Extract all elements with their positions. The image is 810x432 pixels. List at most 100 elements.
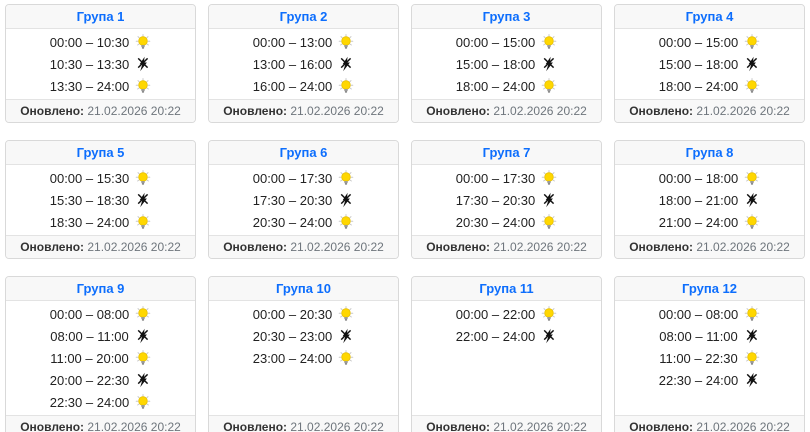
time-range: 18:00 – 24:00 (658, 78, 739, 94)
updated-footer: Оновлено: 21.02.2026 20:22 (209, 415, 398, 432)
power-on-bulb-icon (135, 306, 151, 322)
time-range: 00:00 – 15:00 (658, 34, 739, 50)
time-range: 20:30 – 23:00 (252, 328, 333, 344)
schedule-row: 11:00 – 20:00 (6, 347, 195, 369)
schedule-row: 15:00 – 18:00 (412, 53, 601, 75)
updated-footer: Оновлено: 21.02.2026 20:22 (209, 235, 398, 258)
power-on-bulb-icon (541, 214, 557, 230)
power-off-bolt-icon (541, 328, 557, 344)
group-title[interactable]: Група 6 (279, 145, 328, 160)
updated-label: Оновлено: (223, 240, 288, 254)
group-title[interactable]: Група 8 (685, 145, 734, 160)
group-schedule: 00:00 – 17:30 17:30 – 20:30 20:30 – 24:00 (209, 165, 398, 235)
time-range: 20:30 – 24:00 (252, 214, 333, 230)
power-on-bulb-icon (744, 214, 760, 230)
time-range: 15:00 – 18:00 (455, 56, 536, 72)
power-off-bolt-icon (135, 192, 151, 208)
group-schedule: 00:00 – 13:00 13:00 – 16:00 16:00 – 24:00 (209, 29, 398, 99)
time-range: 23:00 – 24:00 (252, 350, 333, 366)
schedule-row: 17:30 – 20:30 (209, 189, 398, 211)
schedule-row: 23:00 – 24:00 (209, 347, 398, 369)
power-on-bulb-icon (744, 78, 760, 94)
group-schedule: 00:00 – 10:30 10:30 – 13:30 13:30 – 24:00 (6, 29, 195, 99)
updated-timestamp: 21.02.2026 20:22 (696, 420, 790, 432)
group-title[interactable]: Група 3 (482, 9, 531, 24)
group-card-header: Група 7 (412, 141, 601, 165)
schedule-row: 13:30 – 24:00 (6, 75, 195, 97)
group-title[interactable]: Група 9 (76, 281, 125, 296)
group-title[interactable]: Група 5 (76, 145, 125, 160)
group-card: Група 7 00:00 – 17:30 17:30 – 20:30 20:30 … (411, 140, 602, 259)
power-off-bolt-icon (338, 328, 354, 344)
group-title[interactable]: Група 7 (482, 145, 531, 160)
power-on-bulb-icon (744, 34, 760, 50)
group-title[interactable]: Група 2 (279, 9, 328, 24)
time-range: 00:00 – 17:30 (455, 170, 536, 186)
group-card: Група 1 00:00 – 10:30 10:30 – 13:30 13:30 … (5, 4, 196, 123)
group-card: Група 5 00:00 – 15:30 15:30 – 18:30 18:30 … (5, 140, 196, 259)
group-card-header: Група 4 (615, 5, 804, 29)
schedule-row: 17:30 – 20:30 (412, 189, 601, 211)
time-range: 15:30 – 18:30 (49, 192, 130, 208)
schedule-row: 00:00 – 13:00 (209, 31, 398, 53)
power-off-bolt-icon (338, 192, 354, 208)
schedule-row: 00:00 – 15:00 (412, 31, 601, 53)
power-on-bulb-icon (338, 214, 354, 230)
power-on-bulb-icon (135, 170, 151, 186)
power-on-bulb-icon (135, 214, 151, 230)
time-range: 17:30 – 20:30 (252, 192, 333, 208)
time-range: 00:00 – 20:30 (252, 306, 333, 322)
updated-timestamp: 21.02.2026 20:22 (87, 240, 181, 254)
power-off-bolt-icon (541, 56, 557, 72)
group-schedule: 00:00 – 20:30 20:30 – 23:00 23:00 – 24:00 (209, 301, 398, 371)
time-range: 00:00 – 08:00 (49, 306, 130, 322)
time-range: 00:00 – 08:00 (658, 306, 739, 322)
power-on-bulb-icon (744, 350, 760, 366)
power-on-bulb-icon (338, 78, 354, 94)
time-range: 00:00 – 22:00 (455, 306, 536, 322)
group-title[interactable]: Група 1 (76, 9, 125, 24)
updated-footer: Оновлено: 21.02.2026 20:22 (615, 235, 804, 258)
group-title[interactable]: Група 4 (685, 9, 734, 24)
group-schedule: 00:00 – 22:00 22:00 – 24:00 (412, 301, 601, 349)
group-title[interactable]: Група 12 (681, 281, 738, 296)
updated-timestamp: 21.02.2026 20:22 (493, 104, 587, 118)
time-range: 00:00 – 15:00 (455, 34, 536, 50)
updated-timestamp: 21.02.2026 20:22 (290, 420, 384, 432)
updated-label: Оновлено: (629, 104, 694, 118)
time-range: 00:00 – 13:00 (252, 34, 333, 50)
group-title[interactable]: Група 11 (479, 281, 534, 296)
time-range: 18:30 – 24:00 (49, 214, 130, 230)
time-range: 00:00 – 15:30 (49, 170, 130, 186)
group-title[interactable]: Група 10 (275, 281, 332, 296)
updated-timestamp: 21.02.2026 20:22 (696, 240, 790, 254)
group-schedule: 00:00 – 15:30 15:30 – 18:30 18:30 – 24:00 (6, 165, 195, 235)
updated-footer: Оновлено: 21.02.2026 20:22 (6, 235, 195, 258)
power-on-bulb-icon (135, 34, 151, 50)
group-card: Група 8 00:00 – 18:00 18:00 – 21:00 21:00 … (614, 140, 805, 259)
power-on-bulb-icon (541, 34, 557, 50)
updated-label: Оновлено: (223, 420, 288, 432)
schedule-row: 22:30 – 24:00 (615, 369, 804, 391)
group-card-header: Група 8 (615, 141, 804, 165)
time-range: 20:00 – 22:30 (49, 372, 130, 388)
power-off-bolt-icon (541, 192, 557, 208)
group-card: Група 9 00:00 – 08:00 08:00 – 11:00 11:00 … (5, 276, 196, 432)
updated-label: Оновлено: (20, 420, 85, 432)
updated-label: Оновлено: (20, 104, 85, 118)
time-range: 18:00 – 24:00 (455, 78, 536, 94)
updated-footer: Оновлено: 21.02.2026 20:22 (412, 235, 601, 258)
schedule-row: 16:00 – 24:00 (209, 75, 398, 97)
power-on-bulb-icon (541, 170, 557, 186)
updated-footer: Оновлено: 21.02.2026 20:22 (615, 99, 804, 122)
schedule-row: 20:30 – 24:00 (412, 211, 601, 233)
schedule-row: 15:30 – 18:30 (6, 189, 195, 211)
schedule-row: 18:00 – 24:00 (412, 75, 601, 97)
time-range: 22:30 – 24:00 (658, 372, 739, 388)
time-range: 15:00 – 18:00 (658, 56, 739, 72)
power-on-bulb-icon (541, 78, 557, 94)
time-range: 22:00 – 24:00 (455, 328, 536, 344)
group-card: Група 4 00:00 – 15:00 15:00 – 18:00 18:00 … (614, 4, 805, 123)
updated-footer: Оновлено: 21.02.2026 20:22 (412, 99, 601, 122)
